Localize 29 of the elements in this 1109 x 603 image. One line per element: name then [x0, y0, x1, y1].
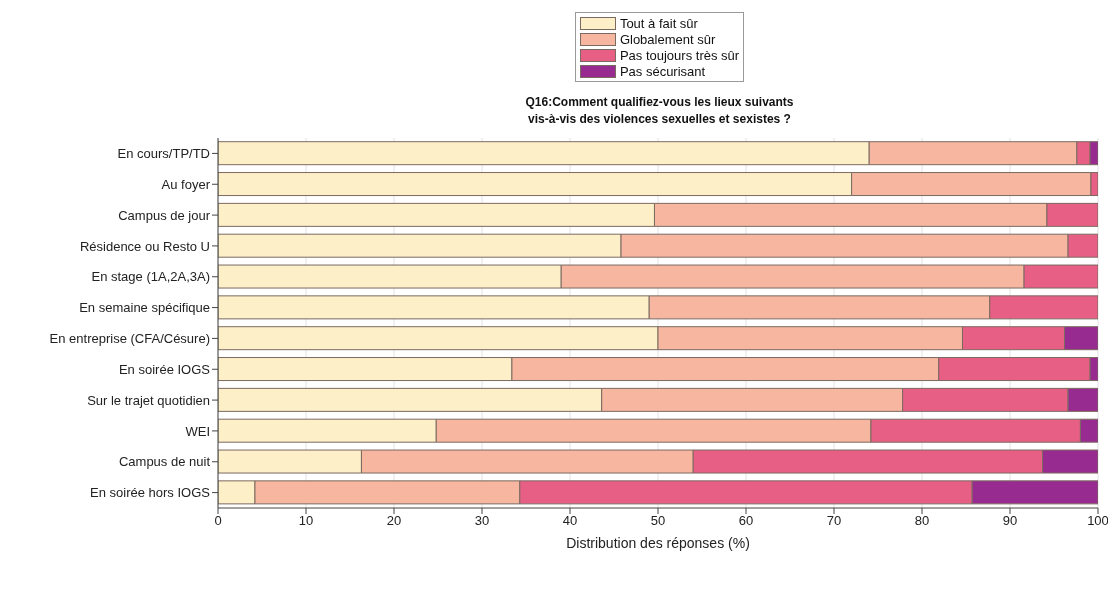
- y-tick-label: En cours/TP/TD: [117, 146, 210, 162]
- y-tick-label: WEI: [185, 423, 210, 439]
- legend-label: Pas sécurisant: [619, 63, 706, 79]
- y-tick-label: En semaine spécifique: [79, 300, 210, 316]
- x-tick-label: 30: [474, 513, 490, 529]
- y-tick-label: En stage (1A,2A,3A): [91, 269, 210, 285]
- x-tick-label: 20: [386, 513, 402, 529]
- x-tick-label: 100: [1087, 513, 1109, 529]
- x-tick-label: 90: [1002, 513, 1018, 529]
- y-tick-label: Campus de jour: [118, 207, 211, 223]
- y-tick-label: Au foyer: [161, 176, 211, 192]
- chart-title: Q16:Comment qualifiez-vous les lieux suivants vis-à-vis des violences sexuelles et sexistes ?: [524, 94, 795, 128]
- x-tick-label: 0: [214, 513, 222, 529]
- legend-label: Globalement sûr: [619, 31, 716, 47]
- x-tick-label: 40: [562, 513, 578, 529]
- x-tick-label: 10: [298, 513, 314, 529]
- x-tick-label: 70: [826, 513, 842, 529]
- x-tick-label: 80: [914, 513, 930, 529]
- y-tick-label: Sur le trajet quotidien: [87, 392, 210, 408]
- x-tick-label: 50: [650, 513, 666, 529]
- x-axis-title: Distribution des réponses (%): [566, 535, 750, 551]
- legend-label: Pas toujours très sûr: [619, 47, 740, 63]
- y-tick-label: Résidence ou Resto U: [79, 238, 210, 254]
- x-tick-label: 60: [738, 513, 754, 529]
- legend-label: Tout à fait sûr: [619, 15, 698, 31]
- y-tick-label: En soirée IOGS: [118, 361, 211, 377]
- y-tick-label: En entreprise (CFA/Césure): [49, 331, 210, 347]
- y-tick-label: En soirée hors IOGS: [90, 485, 211, 501]
- y-tick-label: Campus de nuit: [118, 454, 211, 470]
